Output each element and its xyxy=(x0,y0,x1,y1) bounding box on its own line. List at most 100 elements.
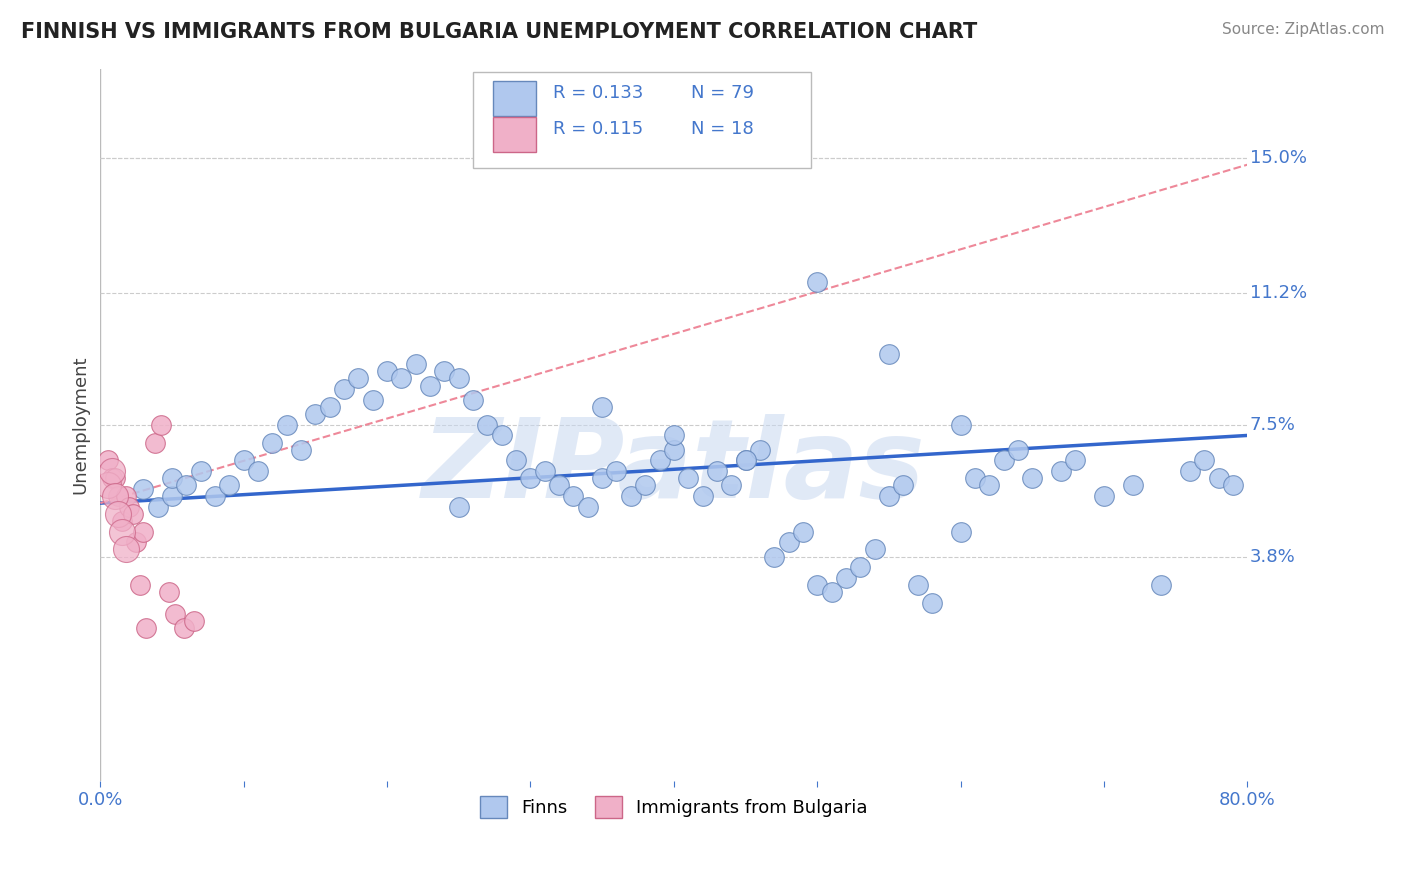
Point xyxy=(620,489,643,503)
Point xyxy=(433,364,456,378)
Point xyxy=(96,453,118,467)
Point xyxy=(247,464,270,478)
Point xyxy=(122,507,145,521)
Text: N = 79: N = 79 xyxy=(690,85,754,103)
Point xyxy=(477,417,499,432)
Point xyxy=(107,507,129,521)
Text: R = 0.115: R = 0.115 xyxy=(554,120,644,138)
Point xyxy=(662,442,685,457)
Point xyxy=(562,489,585,503)
Point xyxy=(1050,464,1073,478)
Point xyxy=(792,524,814,539)
Text: R = 0.133: R = 0.133 xyxy=(554,85,644,103)
Point xyxy=(734,453,756,467)
Point xyxy=(101,464,124,478)
Legend: Finns, Immigrants from Bulgaria: Finns, Immigrants from Bulgaria xyxy=(472,789,875,825)
Point xyxy=(591,400,613,414)
Point xyxy=(1021,471,1043,485)
Point xyxy=(720,478,742,492)
Point xyxy=(1007,442,1029,457)
Point xyxy=(391,371,413,385)
Point xyxy=(963,471,986,485)
Text: N = 18: N = 18 xyxy=(690,120,754,138)
Point xyxy=(634,478,657,492)
Text: FINNISH VS IMMIGRANTS FROM BULGARIA UNEMPLOYMENT CORRELATION CHART: FINNISH VS IMMIGRANTS FROM BULGARIA UNEM… xyxy=(21,22,977,42)
Point xyxy=(218,478,240,492)
Point xyxy=(806,275,828,289)
Point xyxy=(146,500,169,514)
Point xyxy=(419,378,441,392)
Text: 11.2%: 11.2% xyxy=(1250,284,1306,302)
Point xyxy=(157,585,180,599)
Point xyxy=(104,489,127,503)
Point xyxy=(706,464,728,478)
Point xyxy=(183,614,205,628)
Point xyxy=(361,392,384,407)
Point xyxy=(820,585,842,599)
Point xyxy=(734,453,756,467)
Text: 15.0%: 15.0% xyxy=(1250,149,1306,167)
Point xyxy=(505,453,527,467)
Bar xyxy=(492,81,536,116)
Point xyxy=(447,371,470,385)
Point xyxy=(132,482,155,496)
Point xyxy=(290,442,312,457)
Point xyxy=(375,364,398,378)
Point xyxy=(1064,453,1087,467)
Point xyxy=(491,428,513,442)
Point xyxy=(576,500,599,514)
Point xyxy=(143,435,166,450)
Point xyxy=(676,471,699,485)
Point xyxy=(104,471,127,485)
Point xyxy=(405,357,427,371)
Bar xyxy=(492,117,536,152)
Point xyxy=(135,621,157,635)
Point xyxy=(648,453,671,467)
Point xyxy=(101,471,124,485)
Point xyxy=(129,578,152,592)
Point xyxy=(262,435,284,450)
Point xyxy=(347,371,370,385)
Point xyxy=(748,442,770,457)
FancyBboxPatch shape xyxy=(474,72,811,169)
Point xyxy=(519,471,541,485)
Point xyxy=(1150,578,1173,592)
Point xyxy=(907,578,929,592)
Point xyxy=(949,417,972,432)
Point xyxy=(333,382,356,396)
Point xyxy=(115,542,138,557)
Point xyxy=(1194,453,1216,467)
Point xyxy=(276,417,298,432)
Point xyxy=(125,535,148,549)
Y-axis label: Unemployment: Unemployment xyxy=(72,356,89,494)
Point xyxy=(447,500,470,514)
Point xyxy=(662,428,685,442)
Point xyxy=(111,514,134,528)
Point xyxy=(173,621,195,635)
Point xyxy=(835,571,858,585)
Text: 7.5%: 7.5% xyxy=(1250,416,1295,434)
Point xyxy=(1222,478,1244,492)
Point xyxy=(304,407,326,421)
Point xyxy=(849,560,872,574)
Point xyxy=(979,478,1001,492)
Point xyxy=(163,607,186,621)
Point xyxy=(1092,489,1115,503)
Text: ZIPatlas: ZIPatlas xyxy=(422,414,925,521)
Point xyxy=(132,524,155,539)
Point xyxy=(548,478,571,492)
Point xyxy=(877,346,900,360)
Point xyxy=(921,596,943,610)
Point xyxy=(463,392,485,407)
Point xyxy=(692,489,714,503)
Point xyxy=(1178,464,1201,478)
Point xyxy=(533,464,555,478)
Point xyxy=(111,524,134,539)
Point xyxy=(806,578,828,592)
Point xyxy=(993,453,1015,467)
Point xyxy=(605,464,627,478)
Text: Source: ZipAtlas.com: Source: ZipAtlas.com xyxy=(1222,22,1385,37)
Point xyxy=(160,489,183,503)
Point xyxy=(949,524,972,539)
Point xyxy=(160,471,183,485)
